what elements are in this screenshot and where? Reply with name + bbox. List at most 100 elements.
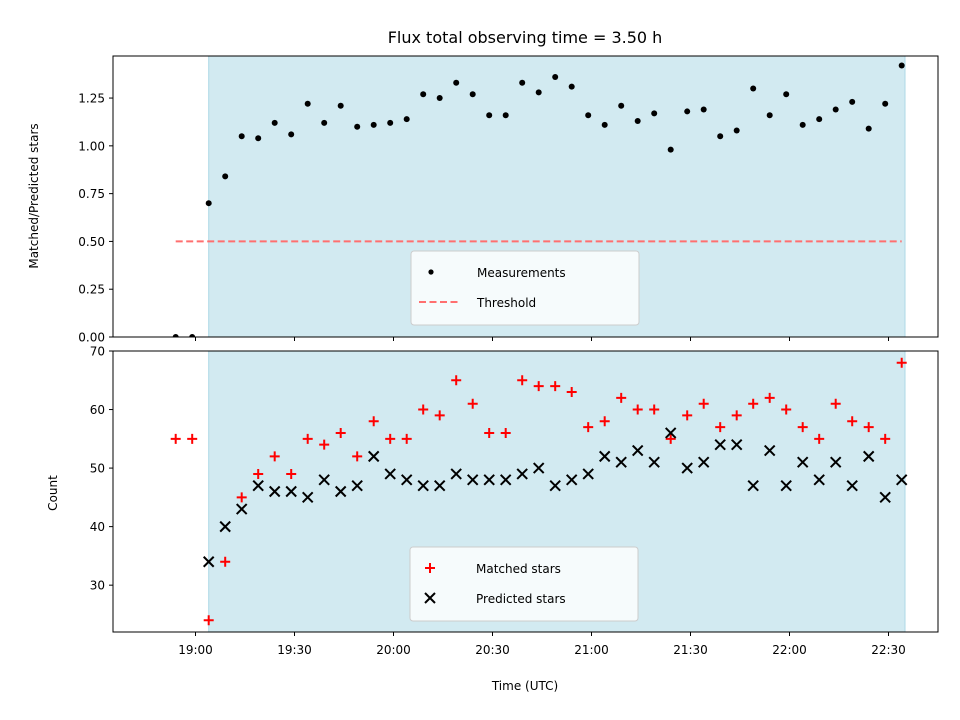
predicted-star-marker <box>631 444 644 457</box>
matched-star-marker <box>863 422 874 433</box>
predicted-star-marker <box>301 491 314 504</box>
legend-box <box>409 546 639 622</box>
matched-star-marker <box>236 492 247 503</box>
y-tick-label: 60 <box>90 403 105 417</box>
predicted-star-marker <box>483 474 495 486</box>
predicted-star-marker <box>384 468 396 480</box>
matched-star-marker <box>170 433 181 444</box>
x-tick-label: 21:30 <box>673 643 708 657</box>
matched-star-marker <box>665 433 676 444</box>
measurement-point <box>222 173 229 180</box>
matched-star-marker <box>368 416 379 427</box>
predicted-star-marker <box>763 444 776 457</box>
matched-star-marker <box>401 433 412 444</box>
measurement-point <box>354 123 361 130</box>
predicted-star-marker <box>252 479 264 492</box>
matched-star-marker <box>682 410 693 421</box>
predicted-star-marker <box>598 450 611 463</box>
x-tick-label: 22:30 <box>871 643 906 657</box>
predicted-star-marker <box>318 474 330 486</box>
matched-star-marker <box>814 433 825 444</box>
matched-star-marker <box>632 404 643 415</box>
matched-star-marker <box>748 398 759 409</box>
predicted-star-marker <box>615 456 627 468</box>
matched-star-marker <box>286 468 297 479</box>
legend: Matched stars Predicted stars <box>409 546 639 622</box>
matched-star-marker <box>781 404 792 415</box>
predicted-star-marker <box>285 485 297 498</box>
predicted-star-marker <box>351 479 363 492</box>
measurement-point <box>486 112 493 119</box>
measurement-point <box>634 117 641 124</box>
x-tick-label: 21:00 <box>574 643 609 657</box>
matched-star-marker <box>187 433 198 444</box>
matched-star-marker <box>599 416 610 427</box>
measurement-point <box>436 95 443 102</box>
measurement-point <box>502 112 509 119</box>
measurement-point <box>321 119 328 126</box>
measurement-point <box>618 102 625 109</box>
matched-star-marker <box>566 386 577 397</box>
matched-star-marker <box>418 404 429 415</box>
measurement-point <box>717 133 724 140</box>
predicted-star-marker <box>714 438 726 451</box>
y-tick-label: 0.25 <box>78 283 105 297</box>
measurement-point <box>898 62 905 69</box>
predicted-star-marker <box>367 450 380 463</box>
predicted-star-marker <box>235 503 248 515</box>
matched-star-marker <box>880 433 891 444</box>
measurement-point <box>304 100 311 107</box>
y-tick-label: 1.25 <box>78 92 105 106</box>
measurement-point <box>601 121 608 128</box>
measurement-point <box>453 79 460 86</box>
predicted-star-marker <box>730 438 743 451</box>
predicted-star-marker <box>334 485 347 498</box>
measurement-point <box>271 119 278 126</box>
top-y-axis-label: Matched/Predicted stars <box>27 123 41 268</box>
matched-star-marker <box>451 375 462 386</box>
predicted-star-marker <box>796 456 809 468</box>
measurement-point <box>849 98 856 105</box>
matched-star-marker <box>484 427 495 438</box>
y-tick-label: 40 <box>90 520 105 534</box>
legend-plus-icon <box>425 563 435 573</box>
matched-star-marker <box>385 433 396 444</box>
predicted-star-marker <box>565 474 578 486</box>
matched-star-marker <box>352 451 363 462</box>
legend-label: Threshold <box>476 296 536 310</box>
legend: Measurements Threshold <box>410 250 640 326</box>
y-tick-label: 0.00 <box>78 331 105 345</box>
axes-frame <box>112 55 939 338</box>
predicted-star-marker <box>813 474 825 486</box>
legend-label: Measurements <box>477 266 566 280</box>
measurement-point <box>832 106 839 113</box>
predicted-star-marker <box>895 474 908 486</box>
measurement-point <box>585 112 592 119</box>
measurement-point <box>816 116 823 123</box>
measurement-point <box>519 79 526 86</box>
predicted-star-marker <box>450 468 462 480</box>
predicted-star-marker <box>499 474 512 486</box>
measurement-point <box>255 135 262 142</box>
matched-star-marker <box>830 398 841 409</box>
measurement-point <box>189 334 196 337</box>
measurement-point <box>370 121 377 128</box>
plot-area <box>170 357 908 626</box>
x-tick-label: 20:30 <box>475 643 510 657</box>
predicted-star-marker <box>780 479 792 492</box>
predicted-star-marker <box>466 474 479 486</box>
measurement-point <box>766 112 773 119</box>
bottom-panel: Count Time (UTC) 30 40 50 60 70 19:00 19:30 20:… <box>46 345 939 693</box>
matched-star-marker <box>302 433 313 444</box>
predicted-star-marker <box>400 474 413 486</box>
y-tick-label: 30 <box>90 579 105 593</box>
matched-star-marker <box>797 422 808 433</box>
bottom-y-axis-label: Count <box>46 475 60 511</box>
matched-star-marker <box>220 556 231 567</box>
predicted-star-marker <box>433 479 446 492</box>
chart-title: Flux total observing time = 3.50 h <box>388 28 663 47</box>
measurement-point <box>403 116 410 123</box>
legend-box <box>410 250 640 326</box>
measurement-point <box>651 110 658 117</box>
